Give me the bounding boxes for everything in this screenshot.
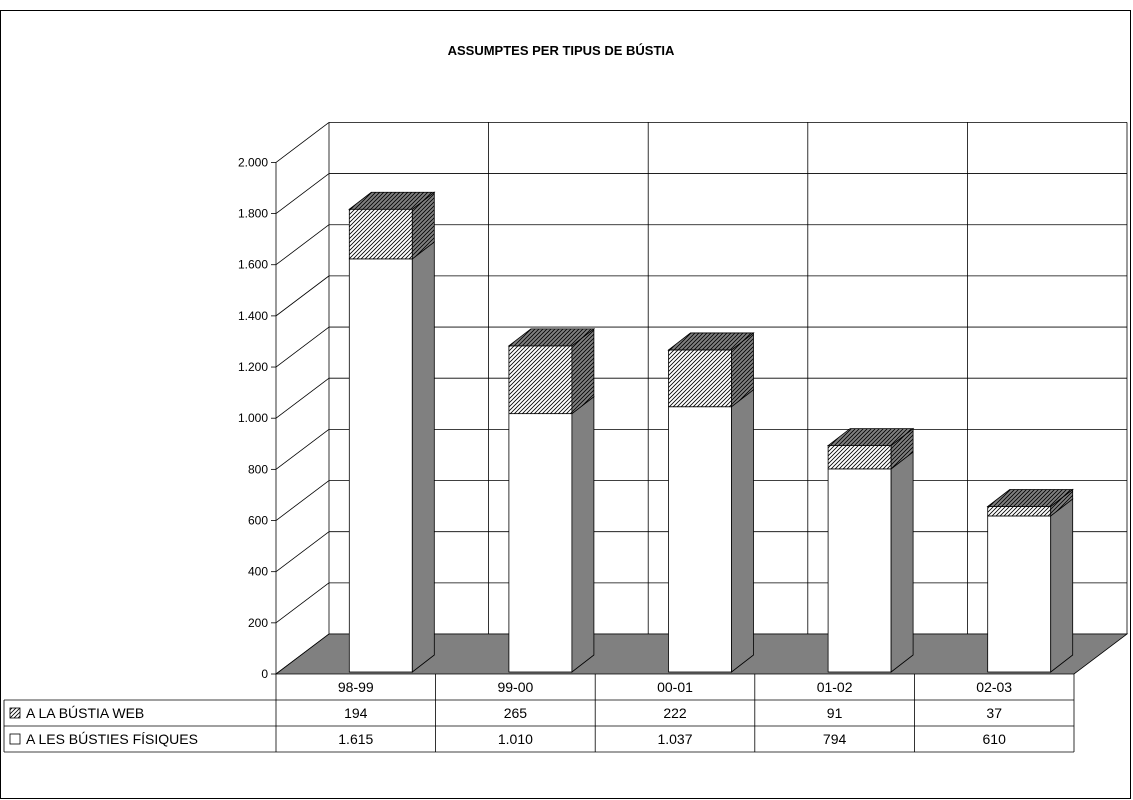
bar-side — [571, 395, 595, 673]
side-gridline — [275, 326, 330, 368]
data-table-value: 91 — [827, 705, 843, 721]
chart-frame: ASSUMPTES PER TIPUS DE BÚSTIA 0 200 400 600… — [0, 10, 1131, 799]
x-category-label: 00-01 — [657, 679, 693, 695]
y-tick-label: 1.200 — [238, 360, 268, 374]
bar-top — [986, 489, 1074, 507]
side-gridline — [275, 377, 330, 419]
x-category-label: 98-99 — [338, 679, 374, 695]
legend-swatch — [9, 707, 21, 719]
y-tick-label: 1.400 — [238, 309, 268, 323]
side-gridline — [275, 173, 330, 214]
data-table-value: 1.010 — [498, 731, 533, 747]
bar-front — [668, 406, 732, 673]
legend-swatch — [9, 733, 21, 745]
data-table-value: 37 — [986, 705, 1002, 721]
side-gridline — [275, 122, 330, 163]
bar-top — [826, 428, 915, 447]
data-table-value: 1.615 — [338, 731, 373, 747]
y-tick-label: 1.000 — [238, 411, 268, 425]
bar-top — [348, 191, 436, 210]
data-table-value: 1.037 — [657, 731, 692, 747]
side-gridline — [275, 275, 330, 317]
bar-side — [1050, 498, 1074, 673]
y-tick-label: 400 — [248, 565, 268, 579]
x-category-label: 01-02 — [817, 679, 853, 695]
bar-top — [667, 332, 755, 351]
y-tick-label: 800 — [248, 462, 268, 476]
bar-side — [411, 241, 435, 673]
legend-label: A LES BÚSTIES FÍSIQUES — [26, 731, 198, 747]
legend-label: A LA BÚSTIA WEB — [26, 705, 144, 721]
data-table-value: 222 — [663, 705, 687, 721]
side-gridline — [275, 429, 330, 470]
bar-side — [731, 388, 754, 673]
y-tick-label: 2.000 — [238, 155, 268, 169]
side-gridline — [275, 224, 330, 266]
y-tick-label: 200 — [248, 616, 268, 630]
bar-front — [987, 515, 1052, 673]
bar-front — [348, 258, 413, 673]
bar-front — [508, 345, 573, 415]
bar-front — [668, 349, 732, 408]
bar-front — [827, 468, 892, 673]
side-gridline — [275, 531, 330, 572]
y-tick-label: 1.800 — [238, 207, 268, 221]
bar-side — [890, 451, 914, 673]
bar-top — [507, 328, 596, 347]
data-table-value: 194 — [344, 705, 368, 721]
x-category-label: 99-00 — [497, 679, 533, 695]
y-tick-label: 600 — [248, 514, 268, 528]
x-category-label: 02-03 — [976, 679, 1012, 695]
data-table-value: 265 — [504, 705, 528, 721]
plot-area: 0 200 400 600 800 1.000 1.200 1.400 1.600 1.800 2.… — [3, 122, 1129, 753]
data-table-value: 610 — [983, 731, 1007, 747]
bar-front — [508, 413, 573, 673]
chart-title: ASSUMPTES PER TIPUS DE BÚSTIA — [448, 43, 675, 58]
bar-front — [987, 506, 1052, 517]
bar-front — [827, 445, 892, 470]
bar-front — [348, 208, 413, 260]
y-tick-label: 0 — [261, 667, 268, 681]
side-gridline — [275, 480, 330, 521]
y-tick-label: 1.600 — [238, 258, 268, 272]
data-table-value: 794 — [823, 731, 847, 747]
chart-svg: ASSUMPTES PER TIPUS DE BÚSTIA 0 200 400 600… — [3, 43, 1129, 753]
side-gridline — [275, 582, 330, 624]
